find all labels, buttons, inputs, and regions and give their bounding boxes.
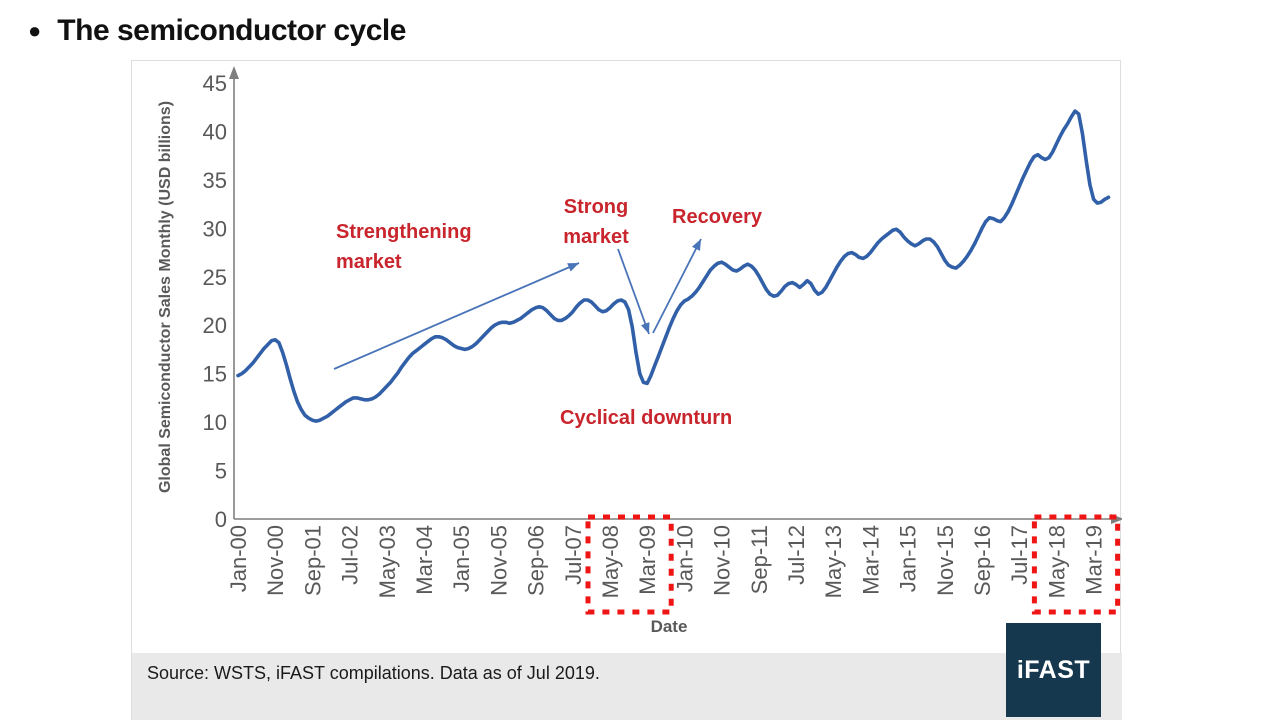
x-tick-label: Sep-11 — [747, 525, 772, 594]
x-tick-label: Mar-19 — [1082, 525, 1107, 595]
y-tick-label: 5 — [215, 459, 227, 484]
x-tick-label: Jan-00 — [226, 525, 251, 592]
x-tick-label: Jul-12 — [784, 525, 809, 585]
x-tick-label: Sep-16 — [970, 525, 995, 596]
x-tick-label: Jul-17 — [1007, 525, 1032, 585]
y-tick-label: 0 — [215, 507, 227, 532]
page-title: The semiconductor cycle — [57, 14, 406, 47]
x-tick-label: Nov-05 — [486, 525, 511, 596]
annotation-arrows — [333, 238, 702, 370]
y-tick-label: 30 — [203, 216, 227, 241]
strengthening-trend-arrow-head-icon — [567, 263, 579, 272]
bullet-icon: ● — [28, 18, 42, 43]
y-tick-label: 40 — [203, 119, 227, 144]
x-tick-label: Jan-15 — [896, 525, 921, 592]
y-tick-label: 35 — [203, 168, 227, 193]
y-tick-label: 15 — [203, 362, 227, 387]
y-axis-title: Global Semiconductor Sales Monthly (USD … — [157, 101, 174, 493]
x-tick-label: Sep-06 — [524, 525, 549, 596]
y-tick-label: 10 — [203, 410, 227, 435]
annotation-strong-market: Strong market — [563, 196, 629, 248]
axes — [229, 66, 1122, 524]
x-tick-label: Sep-01 — [300, 525, 325, 596]
sales-line-chart: 0 5 10 15 20 25 30 35 40 45 Jan-00 Nov-00 Sep-01 Jul-… — [157, 66, 1122, 636]
x-tick-label: May-18 — [1044, 525, 1069, 598]
ifast-logo: iFAST — [1006, 623, 1101, 717]
x-tick-label: May-08 — [598, 525, 623, 598]
x-tick-labels: Jan-00 Nov-00 Sep-01 Jul-02 May-03 Mar-04 Jan-… — [226, 525, 1107, 598]
slide-title: ● The semiconductor cycle — [28, 14, 406, 48]
y-tick-label: 25 — [203, 265, 227, 290]
x-tick-label: Nov-00 — [263, 525, 288, 596]
y-tick-label: 20 — [203, 313, 227, 338]
recovery-arrow-head-icon — [691, 239, 701, 251]
downturn-arrow-head-icon — [641, 322, 650, 334]
ifast-logo-text: iFAST — [1016, 655, 1091, 684]
annotation-recovery: Recovery — [672, 206, 763, 228]
highlight-boxes — [585, 514, 1121, 615]
source-text: Source: WSTS, iFAST compilations. Data a… — [147, 663, 600, 683]
recovery-arrow — [652, 238, 702, 334]
y-tick-label: 45 — [203, 71, 227, 96]
x-tick-label: Jul-02 — [338, 525, 363, 585]
source-bar: Source: WSTS, iFAST compilations. Data a… — [132, 653, 1122, 720]
x-tick-label: Nov-15 — [933, 525, 958, 596]
x-tick-label: Jan-05 — [449, 525, 474, 592]
y-tick-labels: 0 5 10 15 20 25 30 35 40 45 — [203, 71, 227, 532]
x-tick-label: Mar-09 — [635, 525, 660, 595]
x-axis-title: Date — [651, 617, 688, 636]
x-tick-label: Jan-10 — [672, 525, 697, 592]
chart-panel: 0 5 10 15 20 25 30 35 40 45 Jan-00 Nov-00 Sep-01 Jul-… — [131, 60, 1122, 720]
x-tick-label: May-13 — [821, 525, 846, 598]
x-tick-label: Mar-14 — [858, 525, 883, 595]
sales-line — [236, 109, 1111, 423]
x-tick-label: May-03 — [375, 525, 400, 598]
annotation-strengthening-market: Strengthening market — [336, 221, 472, 273]
downturn-arrow — [617, 248, 650, 335]
x-tick-label: Nov-10 — [710, 525, 735, 596]
x-tick-label: Jul-07 — [561, 525, 586, 585]
x-tick-label: Mar-04 — [412, 525, 437, 595]
strengthening-trend-arrow — [333, 262, 580, 370]
annotation-cyclical-downturn: Cyclical downturn — [560, 407, 733, 429]
y-axis-arrow-icon — [229, 66, 239, 79]
